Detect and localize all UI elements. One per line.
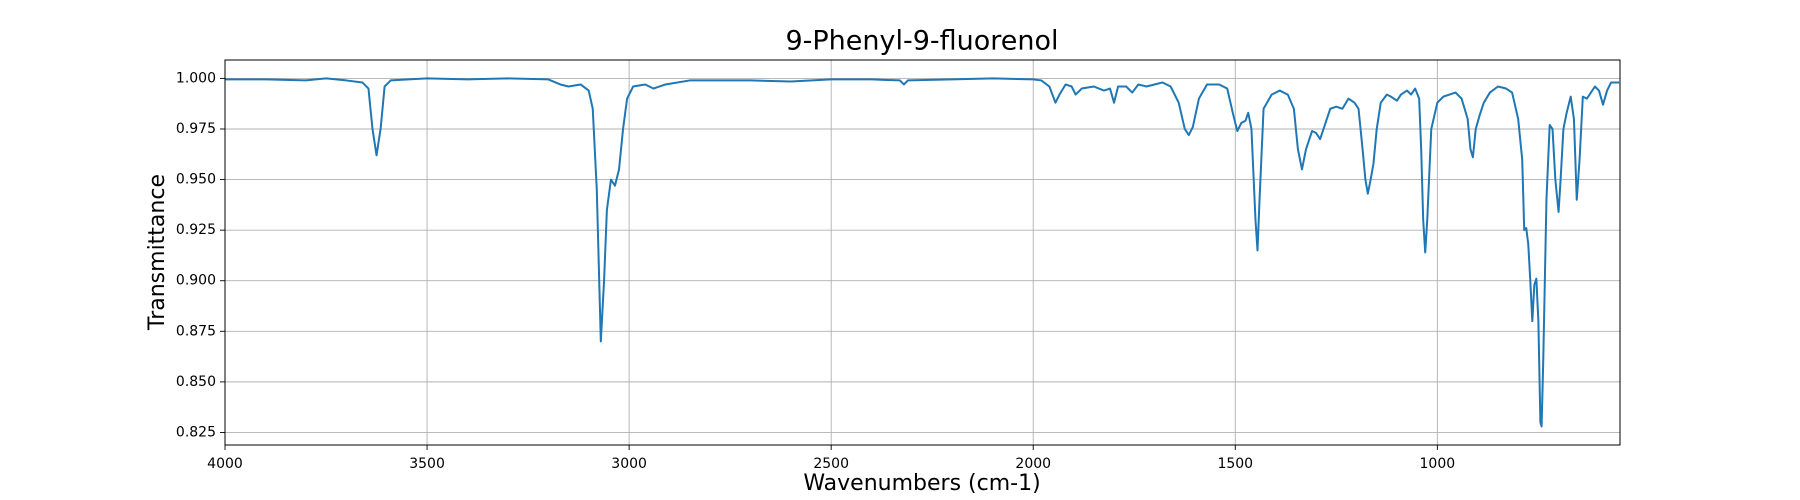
y-tick-label: 0.850 xyxy=(176,374,216,390)
y-tick-label: 0.950 xyxy=(176,172,216,188)
x-tick-label: 3000 xyxy=(611,456,647,472)
spectrum-line xyxy=(225,77,1620,428)
x-tick-label: 1500 xyxy=(1217,456,1253,472)
x-tick-label: 1000 xyxy=(1420,456,1456,472)
x-axis-label: Wavenumbers (cm-1) xyxy=(803,471,1040,496)
y-axis-label: Transmittance xyxy=(145,174,170,331)
y-tick-label: 0.900 xyxy=(176,273,216,289)
y-tick-label: 1.000 xyxy=(176,70,216,86)
y-tick-label: 0.975 xyxy=(176,121,216,137)
x-tick-label: 4000 xyxy=(207,456,243,472)
chart-title: 9-Phenyl-9-fluorenol xyxy=(785,26,1058,57)
y-tick-label: 0.825 xyxy=(176,424,216,440)
plot-frame xyxy=(224,59,1621,446)
y-tick-label: 0.875 xyxy=(176,323,216,339)
x-tick-label: 3500 xyxy=(409,456,445,472)
x-tick-label: 2000 xyxy=(1015,456,1051,472)
x-tick-label: 2500 xyxy=(813,456,849,472)
y-tick-label: 0.925 xyxy=(176,222,216,238)
